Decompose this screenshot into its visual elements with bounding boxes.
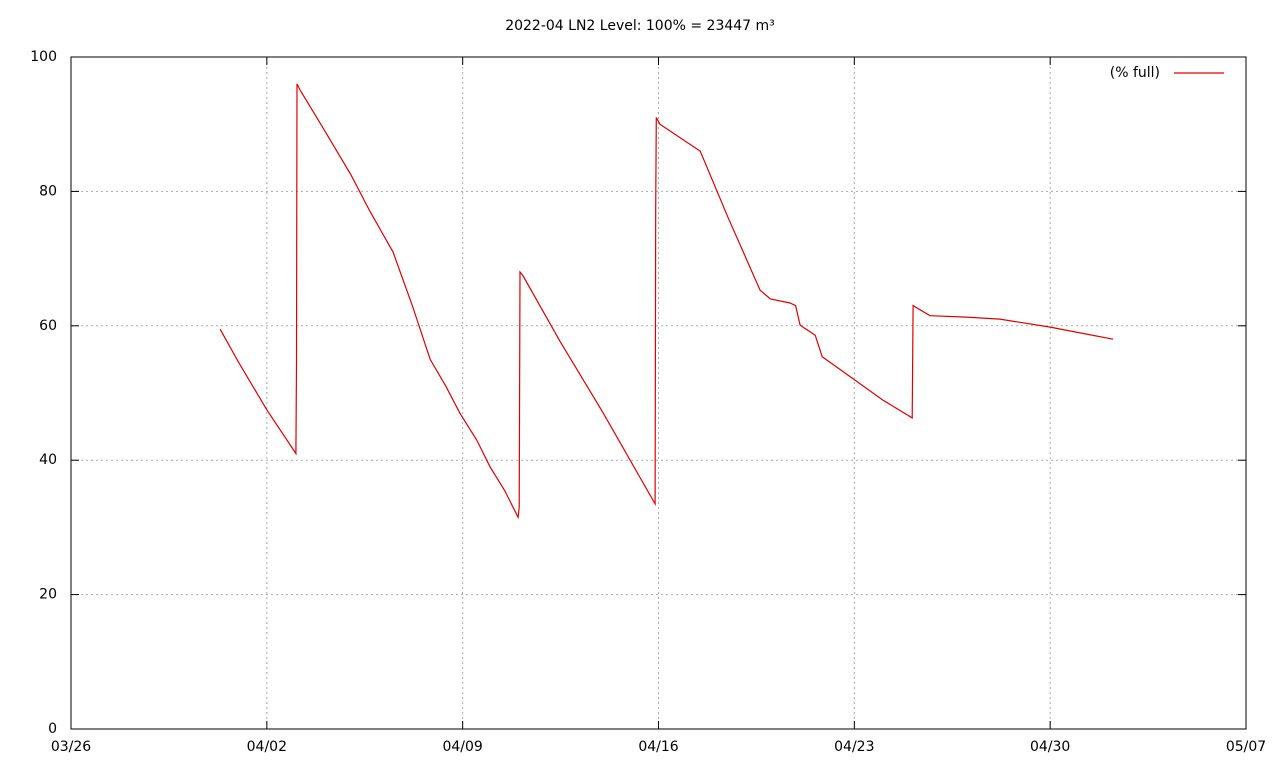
y-tick-label: 20	[39, 587, 57, 603]
legend-label: (% full)	[1110, 65, 1160, 81]
chart-title: 2022-04 LN2 Level: 100% = 23447 m³	[505, 18, 775, 34]
x-tick-label: 05/07	[1226, 739, 1266, 755]
x-tick-label: 04/23	[834, 739, 874, 755]
data-line	[219, 83, 1114, 520]
x-tick-label: 04/09	[442, 739, 482, 755]
y-tick-label: 60	[39, 318, 57, 334]
x-tick-label: 04/02	[247, 739, 287, 755]
x-tick-label: 04/30	[1030, 739, 1070, 755]
x-tick-label: 04/16	[638, 739, 678, 755]
x-tick-label: 03/26	[51, 739, 91, 755]
y-tick-label: 80	[39, 183, 57, 199]
y-tick-label: 100	[30, 49, 57, 65]
y-tick-label: 0	[48, 721, 57, 737]
y-tick-label: 40	[39, 452, 57, 468]
